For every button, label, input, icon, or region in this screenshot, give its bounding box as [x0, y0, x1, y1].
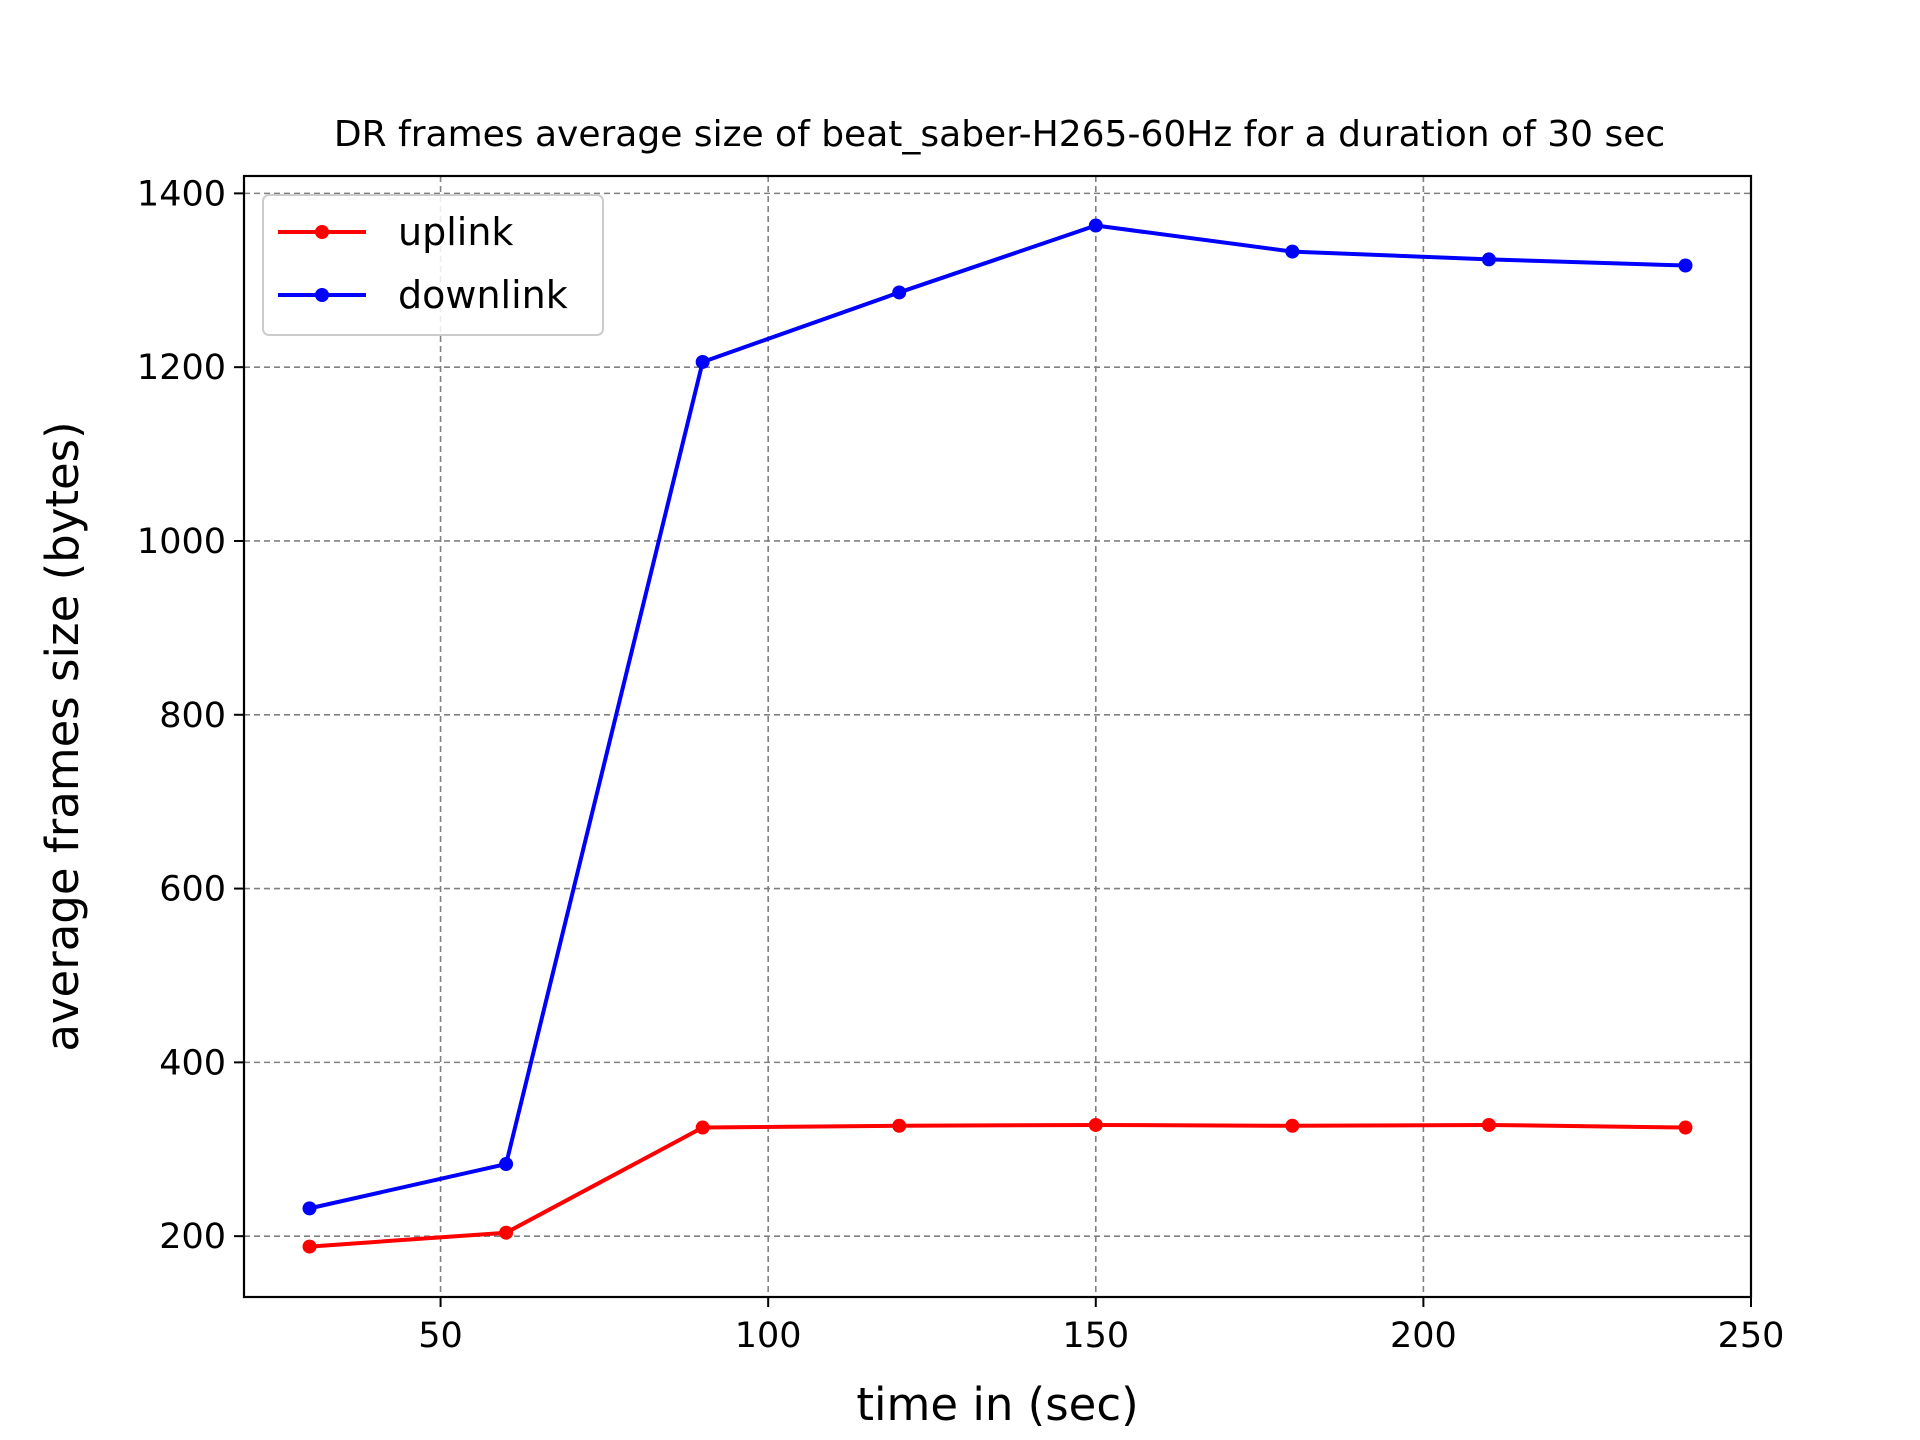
- data-point-uplink: [1088, 1117, 1103, 1132]
- data-point-uplink: [695, 1120, 710, 1135]
- x-tick-label: 100: [735, 1316, 802, 1356]
- grid-layer: [244, 176, 1752, 1297]
- data-point-downlink: [892, 285, 907, 300]
- y-axis: 200 400 600 800 1000 1200 1400: [137, 174, 244, 1257]
- series-downlink: [302, 218, 1693, 1216]
- x-tick-label: 200: [1390, 1316, 1457, 1356]
- legend-label-uplink: uplink: [398, 210, 513, 254]
- plot-frame: [242, 174, 1753, 1299]
- x-tick-label: 50: [418, 1316, 463, 1356]
- y-tick-label: 1200: [137, 348, 226, 388]
- series-line-uplink: [309, 1122, 1686, 1249]
- y-tick-label: 1400: [137, 174, 226, 214]
- y-tick-label: 1000: [137, 522, 226, 562]
- x-axis-label: time in (sec): [856, 1378, 1138, 1431]
- legend-marker-uplink: [315, 225, 329, 239]
- y-tick-label: 400: [159, 1043, 226, 1083]
- data-point-uplink: [1481, 1117, 1496, 1132]
- data-point-uplink: [1678, 1120, 1693, 1135]
- x-axis: 50 100 150 200 250: [418, 1297, 1784, 1356]
- legend: uplink downlink: [262, 194, 604, 336]
- data-point-downlink: [1481, 252, 1496, 267]
- data-point-uplink: [1285, 1118, 1300, 1133]
- series-line-downlink: [309, 223, 1686, 1211]
- y-tick-label: 200: [159, 1217, 226, 1257]
- chart-title: DR frames average size of beat_saber-H26…: [334, 114, 1665, 155]
- y-tick-label: 600: [159, 870, 226, 910]
- legend-marker-downlink: [315, 288, 329, 302]
- data-point-uplink: [302, 1239, 317, 1254]
- y-axis-label: average frames size (bytes): [36, 421, 89, 1051]
- data-point-downlink: [1088, 218, 1103, 233]
- series-layer: [302, 218, 1693, 1254]
- data-point-downlink: [302, 1201, 317, 1216]
- data-point-downlink: [1678, 258, 1693, 273]
- series-uplink: [302, 1117, 1693, 1254]
- data-point-uplink: [892, 1118, 907, 1133]
- data-point-downlink: [499, 1157, 514, 1172]
- y-tick-label: 800: [159, 696, 226, 736]
- data-point-downlink: [1285, 244, 1300, 259]
- data-point-uplink: [499, 1225, 514, 1240]
- x-tick-label: 250: [1718, 1316, 1785, 1356]
- x-tick-label: 150: [1062, 1316, 1129, 1356]
- legend-label-downlink: downlink: [398, 273, 568, 317]
- data-point-downlink: [695, 354, 710, 369]
